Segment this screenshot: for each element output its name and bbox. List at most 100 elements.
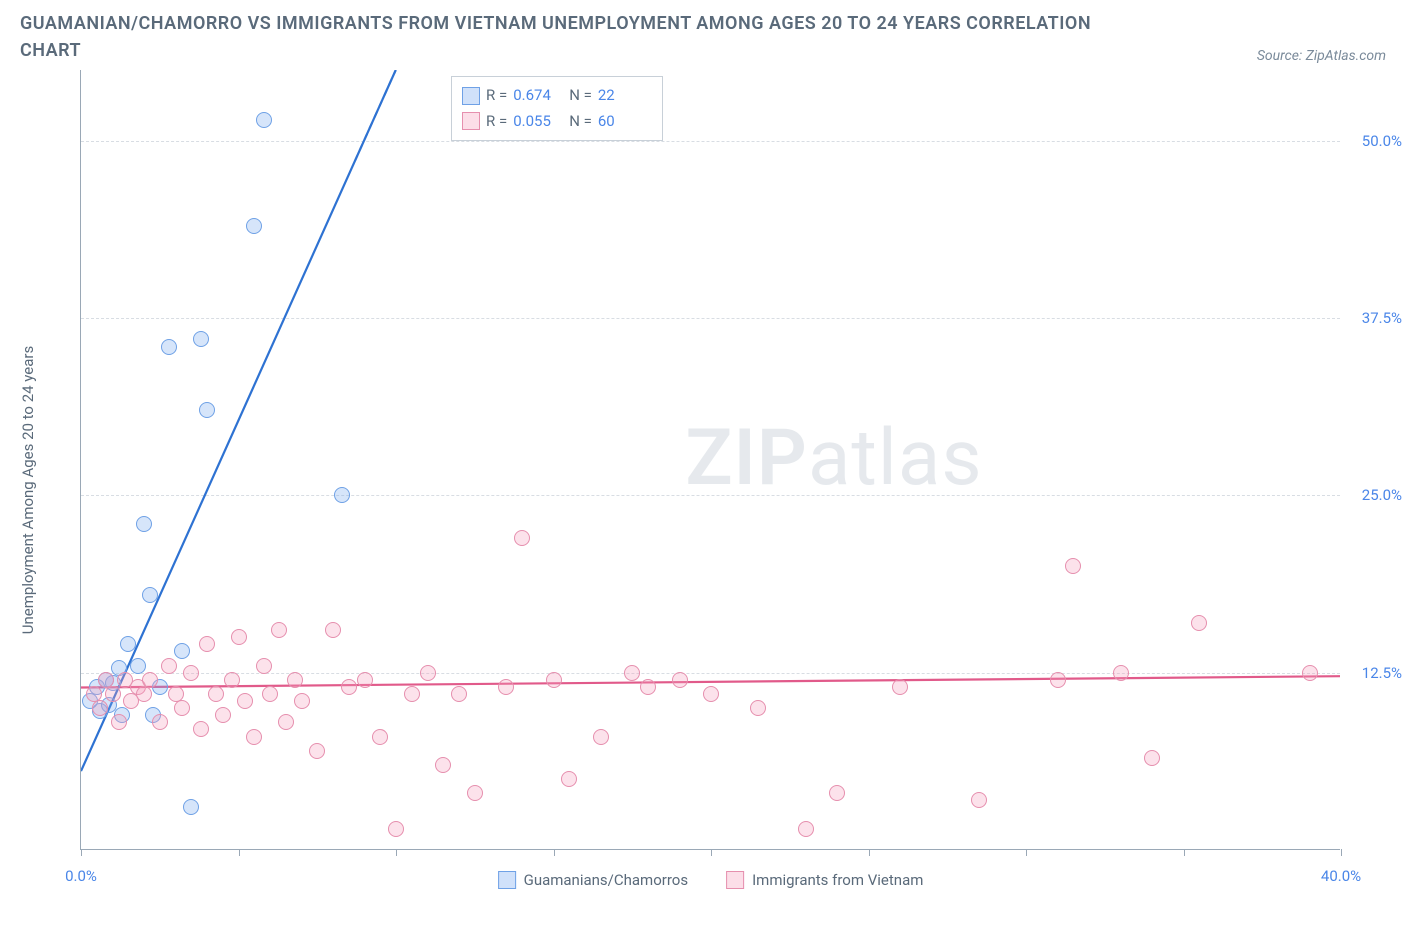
legend-item-1: Guamanians/Chamorros xyxy=(498,871,688,889)
n-label: N = xyxy=(569,109,592,135)
n-value-1: 22 xyxy=(598,83,648,109)
data-point xyxy=(420,665,436,681)
data-point xyxy=(152,714,168,730)
data-point xyxy=(237,693,253,709)
data-point xyxy=(498,679,514,695)
y-tick-label: 37.5% xyxy=(1362,309,1402,327)
x-tick xyxy=(711,849,712,856)
r-label: R = xyxy=(486,83,507,109)
data-point xyxy=(703,686,719,702)
legend-label-2: Immigrants from Vietnam xyxy=(752,871,923,889)
data-point xyxy=(215,707,231,723)
data-point xyxy=(105,686,121,702)
x-tick xyxy=(81,849,82,856)
data-point xyxy=(294,693,310,709)
stats-row-series-1: R = 0.674 N = 22 xyxy=(462,83,648,109)
data-point xyxy=(309,743,325,759)
data-point xyxy=(435,757,451,773)
legend-item-2: Immigrants from Vietnam xyxy=(726,871,923,889)
x-tick xyxy=(1341,849,1342,856)
data-point xyxy=(672,672,688,688)
data-point xyxy=(1191,615,1207,631)
watermark-text-b: atlas xyxy=(808,413,983,504)
watermark: ZIPatlas xyxy=(685,413,982,504)
y-tick-label: 50.0% xyxy=(1362,132,1402,150)
data-point xyxy=(1302,665,1318,681)
y-tick-label: 25.0% xyxy=(1362,486,1402,504)
data-point xyxy=(372,729,388,745)
data-point xyxy=(546,672,562,688)
gridline-h xyxy=(81,318,1340,319)
y-tick-label: 12.5% xyxy=(1362,664,1402,682)
stats-legend: R = 0.674 N = 22 R = 0.055 N = 60 xyxy=(451,76,663,141)
trend-lines xyxy=(81,70,1340,849)
data-point xyxy=(183,799,199,815)
data-point xyxy=(514,530,530,546)
data-point xyxy=(334,487,350,503)
data-point xyxy=(246,729,262,745)
source-citation: Source: ZipAtlas.com xyxy=(1257,48,1386,64)
data-point xyxy=(1065,558,1081,574)
legend-label-1: Guamanians/Chamorros xyxy=(524,871,688,889)
data-point xyxy=(256,658,272,674)
data-point xyxy=(829,785,845,801)
series-legend: Guamanians/Chamorros Immigrants from Vie… xyxy=(498,871,924,889)
data-point xyxy=(130,658,146,674)
gridline-h xyxy=(81,141,1340,142)
data-point xyxy=(1113,665,1129,681)
data-point xyxy=(467,785,483,801)
gridline-h xyxy=(81,495,1340,496)
data-point xyxy=(193,331,209,347)
x-tick xyxy=(554,849,555,856)
data-point xyxy=(136,516,152,532)
y-axis-label: Unemployment Among Ages 20 to 24 years xyxy=(19,346,37,634)
data-point xyxy=(199,402,215,418)
data-point xyxy=(750,700,766,716)
x-tick xyxy=(869,849,870,856)
x-tick xyxy=(396,849,397,856)
data-point xyxy=(174,700,190,716)
x-tick xyxy=(1026,849,1027,856)
data-point xyxy=(593,729,609,745)
chart-title: GUAMANIAN/CHAMORRO VS IMMIGRANTS FROM VI… xyxy=(20,10,1120,64)
data-point xyxy=(451,686,467,702)
gridline-h xyxy=(81,673,1340,674)
data-point xyxy=(92,700,108,716)
data-point xyxy=(640,679,656,695)
swatch-pink xyxy=(726,871,744,889)
data-point xyxy=(224,672,240,688)
x-tick-label: 0.0% xyxy=(65,867,97,885)
data-point xyxy=(231,629,247,645)
data-point xyxy=(142,587,158,603)
data-point xyxy=(341,679,357,695)
x-tick-label: 40.0% xyxy=(1321,867,1361,885)
data-point xyxy=(136,686,152,702)
n-value-2: 60 xyxy=(598,109,648,135)
r-label: R = xyxy=(486,109,507,135)
data-point xyxy=(325,622,341,638)
data-point xyxy=(111,714,127,730)
r-value-1: 0.674 xyxy=(513,83,563,109)
data-point xyxy=(1144,750,1160,766)
data-point xyxy=(388,821,404,837)
data-point xyxy=(208,686,224,702)
data-point xyxy=(287,672,303,688)
data-point xyxy=(798,821,814,837)
data-point xyxy=(142,672,158,688)
data-point xyxy=(624,665,640,681)
data-point xyxy=(404,686,420,702)
data-point xyxy=(256,112,272,128)
chart-header: GUAMANIAN/CHAMORRO VS IMMIGRANTS FROM VI… xyxy=(20,10,1386,64)
data-point xyxy=(120,636,136,652)
r-value-2: 0.055 xyxy=(513,109,563,135)
data-point xyxy=(161,658,177,674)
data-point xyxy=(357,672,373,688)
data-point xyxy=(183,665,199,681)
data-point xyxy=(892,679,908,695)
data-point xyxy=(193,721,209,737)
plot-area: ZIPatlas R = 0.674 N = 22 R = 0.055 N = … xyxy=(80,70,1340,850)
data-point xyxy=(971,792,987,808)
data-point xyxy=(561,771,577,787)
data-point xyxy=(1050,672,1066,688)
swatch-blue xyxy=(462,87,480,105)
